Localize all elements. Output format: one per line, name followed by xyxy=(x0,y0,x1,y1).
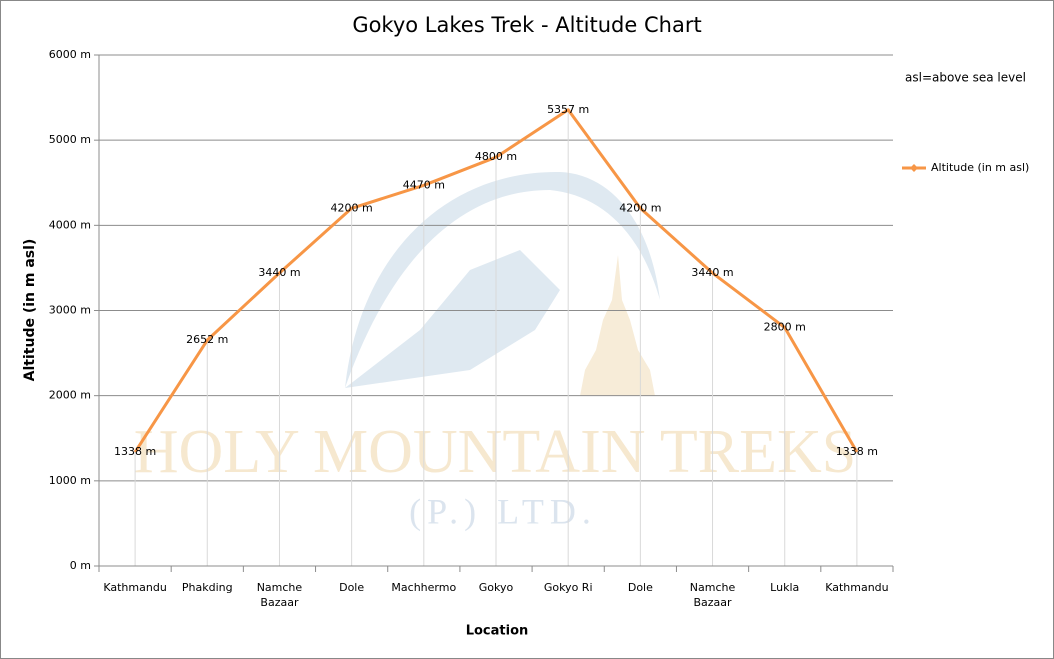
watermark-subtext: (P.) LTD. xyxy=(409,491,597,531)
y-tick-label: 2000 m xyxy=(49,389,91,402)
x-tick-label: Dole xyxy=(627,581,653,594)
data-label: 3440 m xyxy=(258,266,300,279)
y-tick-label: 0 m xyxy=(70,559,91,572)
y-tick-label: 6000 m xyxy=(49,48,91,61)
x-axis-title: Location xyxy=(466,624,529,639)
data-label: 4800 m xyxy=(475,150,517,163)
x-tick-label: Gokyo Ri xyxy=(543,581,593,594)
y-axis-title: Altitude (in m asl) xyxy=(22,239,38,382)
legend-marker xyxy=(910,164,918,172)
data-label: 3440 m xyxy=(691,266,733,279)
data-label: 4470 m xyxy=(403,178,445,191)
y-tick-label: 4000 m xyxy=(49,218,91,231)
data-label: 2800 m xyxy=(764,321,806,334)
y-tick-label: 1000 m xyxy=(49,474,91,487)
x-tick-label: Gokyo xyxy=(478,581,514,594)
data-label: 1338 m xyxy=(114,445,156,458)
x-tick-label: Namche Bazaar xyxy=(256,581,303,609)
x-tick-label: Dole xyxy=(339,581,365,594)
y-tick-label: 3000 m xyxy=(49,304,91,317)
chart-title: Gokyo Lakes Trek - Altitude Chart xyxy=(352,13,701,37)
data-label: 2652 m xyxy=(186,333,228,346)
x-tick-label: Kathmandu xyxy=(825,581,889,594)
watermark-text: HOLY MOUNTAIN TREKS xyxy=(134,418,856,486)
data-label: 5357 m xyxy=(547,103,589,116)
x-tick-label: Lukla xyxy=(770,581,800,594)
x-tick-label: Phakding xyxy=(181,581,233,594)
series-line xyxy=(133,108,859,453)
data-label: 1338 m xyxy=(836,445,878,458)
legend-label: Altitude (in m asl) xyxy=(931,161,1029,174)
x-tick-label: Kathmandu xyxy=(103,581,167,594)
data-label: 4200 m xyxy=(619,201,661,214)
annotation: asl=above sea level xyxy=(905,71,1026,85)
x-tick-label: Namche Bazaar xyxy=(689,581,736,609)
data-label: 4200 m xyxy=(331,201,373,214)
x-tick-label: Machhermo xyxy=(391,581,457,594)
y-tick-label: 5000 m xyxy=(49,133,91,146)
